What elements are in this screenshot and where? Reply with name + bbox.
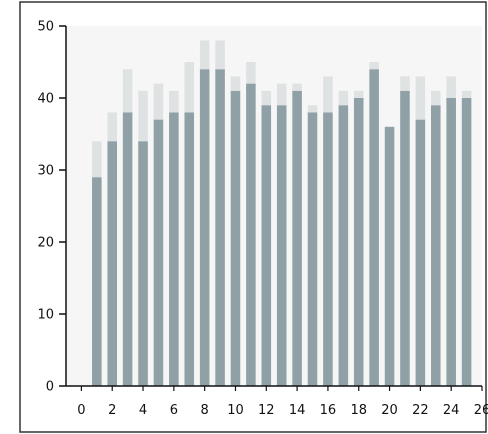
bar-top-4 bbox=[138, 90, 148, 142]
x-tick-label: 22 bbox=[412, 403, 429, 418]
bar-base-6 bbox=[169, 112, 179, 387]
x-tick-label: 0 bbox=[77, 403, 85, 418]
bar-base-16 bbox=[323, 112, 333, 387]
bar-base-12 bbox=[261, 105, 272, 386]
bar-base-2 bbox=[107, 141, 117, 386]
bar-base-13 bbox=[276, 105, 287, 386]
bar-base-18 bbox=[353, 98, 364, 386]
bar-top-10 bbox=[230, 76, 241, 91]
bar-top-21 bbox=[400, 76, 410, 91]
plot-area bbox=[66, 26, 482, 386]
bar-base-14 bbox=[292, 90, 302, 387]
x-tick-label: 8 bbox=[201, 403, 209, 418]
y-tick-label: 20 bbox=[37, 236, 54, 251]
bar-base-23 bbox=[431, 105, 441, 386]
bar-base-10 bbox=[230, 90, 241, 387]
bars-group bbox=[92, 40, 472, 387]
x-tick-label: 20 bbox=[381, 403, 398, 418]
bar-top-6 bbox=[169, 90, 179, 113]
x-tick-label: 12 bbox=[258, 403, 275, 418]
x-tick-label: 10 bbox=[227, 403, 244, 418]
axes-group bbox=[59, 25, 483, 391]
bar-base-22 bbox=[415, 119, 426, 386]
x-tick-label: 14 bbox=[289, 403, 306, 418]
bar-base-21 bbox=[400, 90, 410, 387]
bar-top-17 bbox=[338, 90, 349, 106]
bar-top-25 bbox=[461, 90, 472, 98]
bar-base-15 bbox=[307, 112, 318, 387]
bar-top-13 bbox=[276, 83, 287, 106]
bar-top-11 bbox=[246, 62, 256, 84]
bar-base-19 bbox=[369, 69, 379, 386]
y-tick-label: 0 bbox=[46, 380, 54, 395]
bar-base-20 bbox=[384, 126, 395, 387]
bar-top-23 bbox=[431, 90, 441, 106]
bar-top-14 bbox=[292, 83, 302, 91]
bar-base-24 bbox=[446, 98, 456, 386]
bar-top-22 bbox=[415, 76, 426, 120]
x-tick-label: 18 bbox=[350, 403, 367, 418]
y-tick-label: 10 bbox=[37, 308, 54, 323]
bar-top-18 bbox=[353, 90, 364, 98]
bar-top-7 bbox=[184, 62, 195, 113]
x-tick-label: 2 bbox=[108, 403, 116, 418]
bar-top-8 bbox=[199, 40, 210, 70]
bar-base-7 bbox=[184, 112, 195, 387]
bar-top-24 bbox=[446, 76, 456, 98]
bar-top-19 bbox=[369, 62, 379, 70]
x-tick-label: 6 bbox=[170, 403, 178, 418]
bar-base-25 bbox=[461, 98, 472, 386]
bar-top-12 bbox=[261, 90, 272, 106]
x-tick-label: 4 bbox=[139, 403, 147, 418]
x-tick-label: 26 bbox=[474, 403, 488, 418]
x-tick-label: 16 bbox=[320, 403, 337, 418]
bar-top-16 bbox=[323, 76, 333, 113]
bar-top-9 bbox=[215, 40, 225, 70]
bar-top-1 bbox=[92, 141, 102, 178]
bar-base-17 bbox=[338, 105, 349, 386]
bar-base-4 bbox=[138, 141, 148, 386]
bar-base-9 bbox=[215, 69, 225, 386]
bar-base-5 bbox=[153, 119, 164, 386]
bar-top-2 bbox=[107, 112, 117, 142]
panel-border bbox=[19, 1, 487, 433]
bar-base-3 bbox=[122, 112, 133, 387]
x-tick-label: 24 bbox=[443, 403, 460, 418]
bar-base-1 bbox=[92, 177, 102, 386]
bar-top-5 bbox=[153, 83, 164, 120]
bar-top-15 bbox=[307, 105, 318, 113]
y-tick-label: 30 bbox=[37, 164, 54, 179]
bar-base-8 bbox=[199, 69, 210, 386]
bar-base-11 bbox=[246, 83, 256, 386]
bar-top-3 bbox=[122, 69, 133, 113]
y-tick-label: 50 bbox=[37, 20, 54, 35]
y-tick-label: 40 bbox=[37, 92, 54, 107]
